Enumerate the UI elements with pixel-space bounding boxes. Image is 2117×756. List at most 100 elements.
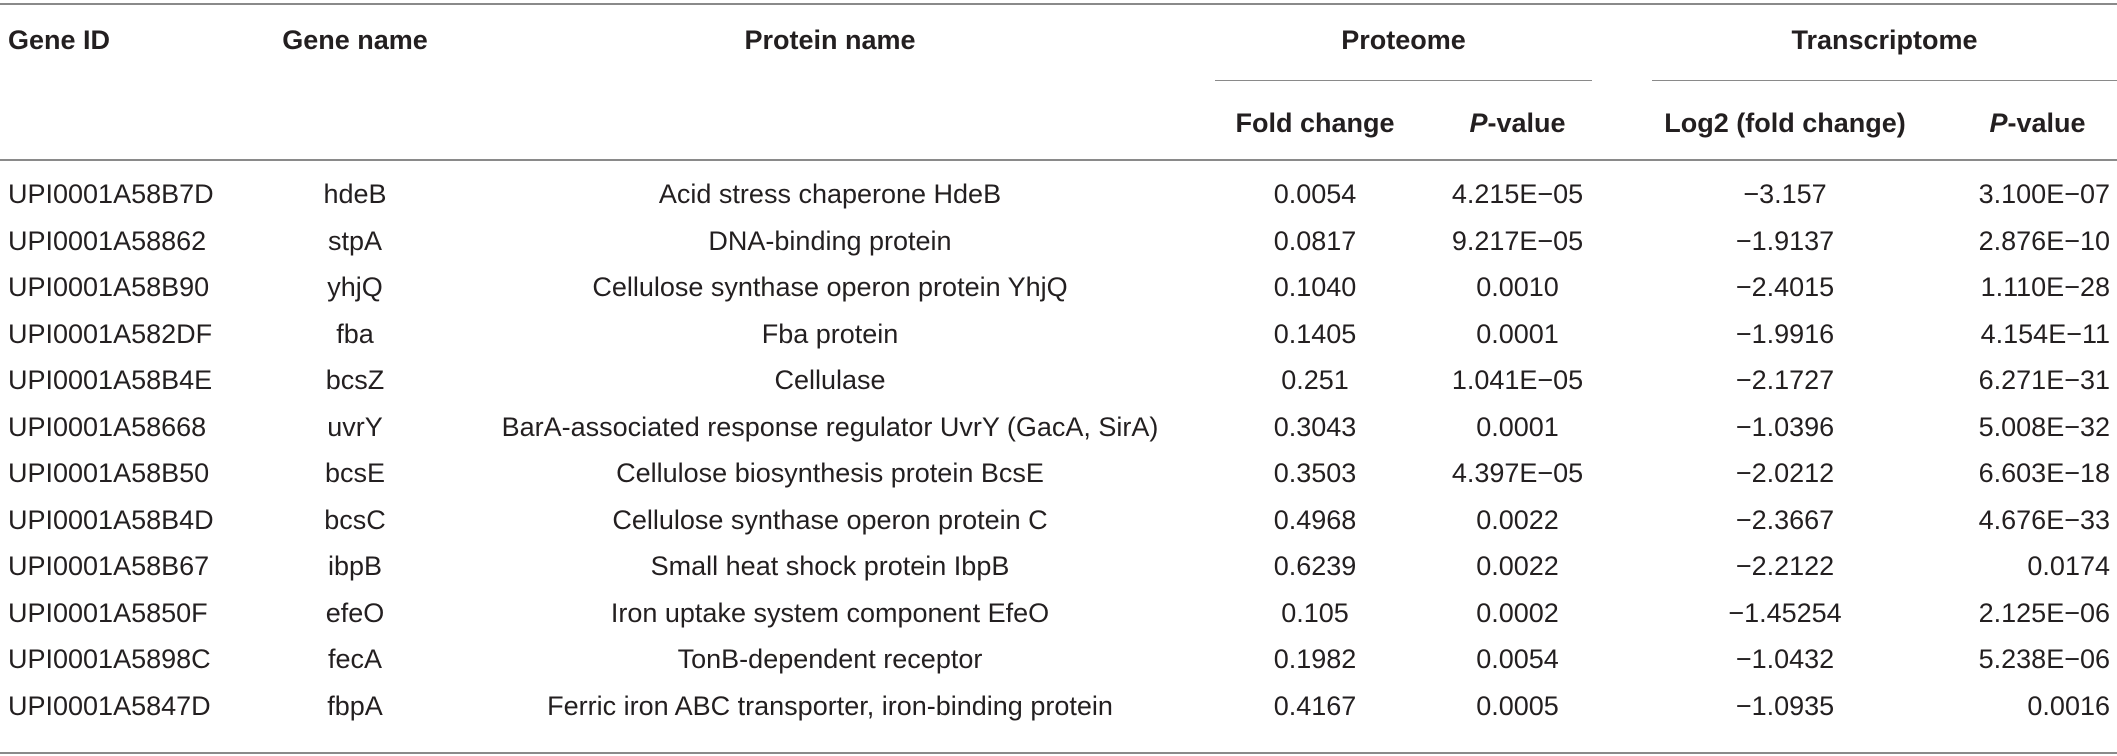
cell-gene-name: stpA xyxy=(327,225,383,256)
cell-proteome-p-value: 0.0010 xyxy=(1476,272,1559,302)
cell-gene-id: UPI0001A58B7D xyxy=(8,179,214,209)
cell-proteome-p-value: 1.041E−05 xyxy=(1451,365,1584,395)
cell-gene-name: bcsZ xyxy=(325,365,385,395)
cell-gene-name: fbpA xyxy=(327,690,383,721)
cell-transcriptome-p-value: 4.154E−11 xyxy=(1980,318,2110,349)
cell-proteome-p-value: 0.0001 xyxy=(1476,318,1559,349)
cell-log2-fold-change: −1.9916 xyxy=(1735,318,1835,349)
cell-transcriptome-p-value: 5.238E−06 xyxy=(1978,644,2110,674)
cell-transcriptome-p-value: 0.0174 xyxy=(2027,551,2110,581)
proteome-rule xyxy=(1215,80,1592,81)
header-gene-name: Gene name xyxy=(282,25,428,55)
cell-proteome-fold-change: 0.0817 xyxy=(1273,225,1357,256)
cell-log2-fold-change: −1.0935 xyxy=(1735,690,1835,721)
cell-gene-id: UPI0001A5898C xyxy=(8,644,211,674)
cell-log2-fold-change: −2.2122 xyxy=(1735,551,1835,581)
cell-proteome-p-value: 9.217E−05 xyxy=(1451,225,1584,256)
cell-transcriptome-p-value: 3.100E−07 xyxy=(1978,179,2110,209)
cell-gene-name: yhjQ xyxy=(327,272,383,302)
cell-proteome-p-value: 0.0001 xyxy=(1476,411,1559,442)
cell-log2-fold-change: −2.3667 xyxy=(1735,504,1835,535)
cell-gene-name: bcsC xyxy=(324,504,386,535)
header-protein-name: Protein name xyxy=(744,25,916,55)
cell-log2-fold-change: −1.0432 xyxy=(1735,644,1835,674)
cell-proteome-fold-change: 0.1405 xyxy=(1273,318,1357,349)
cell-gene-name: bcsE xyxy=(324,458,386,488)
cell-log2-fold-change: −2.4015 xyxy=(1735,272,1835,302)
cell-log2-fold-change: −1.9137 xyxy=(1735,225,1835,256)
bottom-rule xyxy=(0,752,2117,754)
cell-proteome-fold-change: 0.0054 xyxy=(1273,179,1357,209)
transcriptome-rule xyxy=(1652,80,2117,81)
cell-gene-name: uvrY xyxy=(327,411,383,442)
cell-protein-name: BarA-associated response regulator UvrY … xyxy=(501,411,1159,442)
cell-proteome-p-value: 0.0022 xyxy=(1476,551,1559,581)
cell-proteome-fold-change: 0.105 xyxy=(1281,597,1349,628)
header-log2-fold-change: Log2 (fold change) xyxy=(1664,108,1906,138)
cell-gene-id: UPI0001A58B90 xyxy=(8,272,210,302)
header-fold-change: Fold change xyxy=(1235,108,1395,138)
cell-protein-name: Iron uptake system component EfeO xyxy=(610,597,1050,628)
cell-gene-name: fba xyxy=(336,318,374,349)
cell-protein-name: DNA-binding protein xyxy=(708,225,952,256)
cell-proteome-fold-change: 0.3503 xyxy=(1273,458,1357,488)
cell-protein-name: Fba protein xyxy=(761,318,899,349)
header-proteome-p-value: P-value xyxy=(1430,107,1605,139)
cell-proteome-fold-change: 0.6239 xyxy=(1273,551,1357,581)
cell-protein-name: Cellulose synthase operon protein C xyxy=(612,504,1048,535)
p-value-suffix: -value xyxy=(2007,108,2086,138)
cell-transcriptome-p-value: 6.271E−31 xyxy=(1978,365,2110,395)
cell-gene-id: UPI0001A58B4D xyxy=(8,504,214,535)
cell-gene-id: UPI0001A58B50 xyxy=(8,458,210,488)
cell-protein-name: Cellulase xyxy=(774,365,886,395)
cell-transcriptome-p-value: 1.110E−28 xyxy=(1980,272,2110,302)
header-gene-id: Gene ID xyxy=(8,25,111,55)
cell-protein-name: Ferric iron ABC transporter, iron-bindin… xyxy=(547,690,1113,721)
cell-log2-fold-change: −3.157 xyxy=(1743,179,1827,209)
cell-transcriptome-p-value: 0.0016 xyxy=(2027,690,2110,721)
cell-protein-name: Cellulose synthase operon protein YhjQ xyxy=(592,272,1068,302)
p-italic: P xyxy=(1989,108,2008,138)
cell-transcriptome-p-value: 6.603E−18 xyxy=(1978,458,2110,488)
cell-gene-id: UPI0001A5847D xyxy=(8,690,211,721)
cell-gene-id: UPI0001A58862 xyxy=(8,225,207,256)
cell-proteome-p-value: 4.397E−05 xyxy=(1451,458,1584,488)
cell-transcriptome-p-value: 2.876E−10 xyxy=(1978,225,2110,256)
cell-proteome-fold-change: 0.4167 xyxy=(1273,690,1357,721)
cell-proteome-p-value: 0.0022 xyxy=(1476,504,1559,535)
cell-proteome-fold-change: 0.3043 xyxy=(1273,411,1357,442)
cell-proteome-fold-change: 0.4968 xyxy=(1273,504,1357,535)
cell-protein-name: TonB-dependent receptor xyxy=(677,644,983,674)
cell-gene-name: efeO xyxy=(325,597,385,628)
cell-proteome-fold-change: 0.1040 xyxy=(1273,272,1357,302)
cell-gene-name: ibpB xyxy=(327,551,383,581)
top-rule xyxy=(0,3,2117,5)
cell-proteome-p-value: 0.0002 xyxy=(1476,597,1559,628)
cell-gene-id: UPI0001A58668 xyxy=(8,411,207,442)
p-italic: P xyxy=(1469,108,1488,138)
cell-protein-name: Cellulose biosynthesis protein BcsE xyxy=(616,458,1044,488)
cell-log2-fold-change: −2.0212 xyxy=(1735,458,1835,488)
cell-proteome-fold-change: 0.1982 xyxy=(1273,644,1357,674)
cell-gene-id: UPI0001A582DF xyxy=(8,318,213,349)
header-transcriptome-p-value: P-value xyxy=(1955,107,2117,139)
p-value-suffix: -value xyxy=(1487,108,1566,138)
header-transcriptome: Transcriptome xyxy=(1791,25,1978,55)
cell-protein-name: Small heat shock protein IbpB xyxy=(650,551,1010,581)
cell-transcriptome-p-value: 2.125E−06 xyxy=(1978,597,2110,628)
cell-gene-name: fecA xyxy=(327,644,383,674)
header-bottom-rule xyxy=(0,159,2117,161)
header-proteome: Proteome xyxy=(1341,25,1466,55)
cell-proteome-p-value: 0.0054 xyxy=(1476,644,1559,674)
cell-gene-name: hdeB xyxy=(323,179,387,209)
cell-transcriptome-p-value: 5.008E−32 xyxy=(1978,411,2110,442)
cell-gene-id: UPI0001A58B67 xyxy=(8,551,210,581)
cell-log2-fold-change: −2.1727 xyxy=(1735,365,1835,395)
cell-log2-fold-change: −1.0396 xyxy=(1735,411,1835,442)
cell-log2-fold-change: −1.45254 xyxy=(1728,597,1842,628)
cell-proteome-fold-change: 0.251 xyxy=(1281,365,1349,395)
cell-gene-id: UPI0001A5850F xyxy=(8,597,208,628)
cell-transcriptome-p-value: 4.676E−33 xyxy=(1978,504,2110,535)
cell-proteome-p-value: 4.215E−05 xyxy=(1451,179,1584,209)
